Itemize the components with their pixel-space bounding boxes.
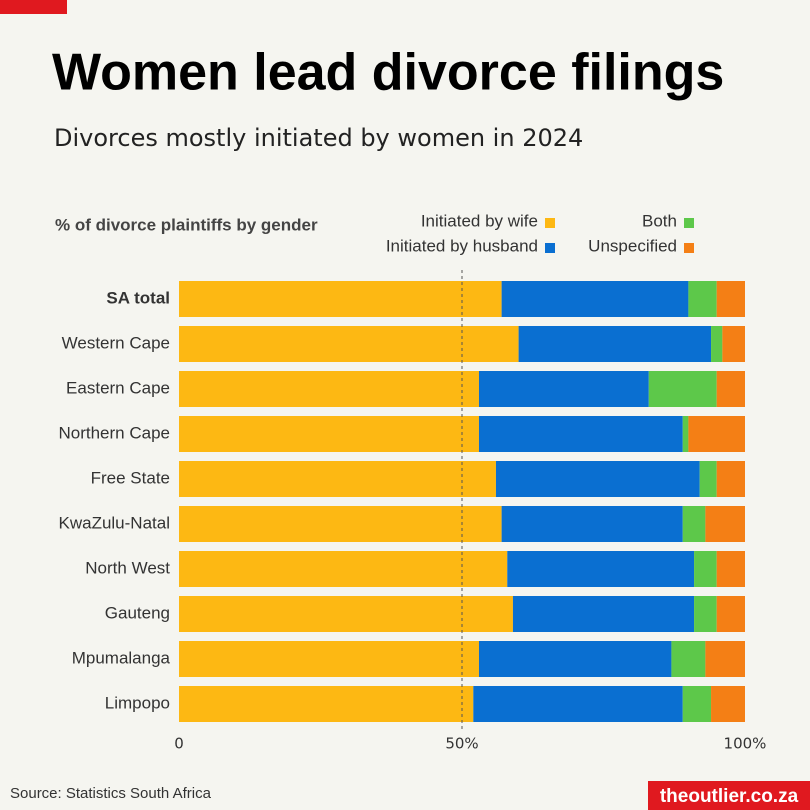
bar-segment [179, 326, 519, 362]
y-tick-label: KwaZulu-Natal [59, 513, 171, 532]
legend-label: Both [642, 211, 677, 230]
bar-segment [716, 596, 745, 632]
brand-box [648, 781, 810, 810]
bar-segment [478, 371, 649, 407]
x-tick-label: 50% [445, 735, 478, 753]
source: Source: Statistics South Africa [10, 785, 212, 802]
legend-label: Initiated by wife [421, 211, 538, 230]
bar-segment [179, 551, 508, 587]
legend-swatch [684, 243, 694, 253]
bar-segment [512, 596, 695, 632]
x-tick-label: 0 [174, 735, 184, 753]
bar-segment [682, 506, 706, 542]
bar-segment [688, 281, 717, 317]
bar-segment [711, 686, 745, 722]
bar-segment [716, 551, 745, 587]
bar-segment [179, 281, 502, 317]
bar-segment [473, 686, 683, 722]
y-tick-label: Northern Cape [58, 423, 170, 442]
y-tick-label: SA total [106, 288, 170, 307]
bar-segment [716, 461, 745, 497]
bar-segment [716, 281, 745, 317]
bar-segment [711, 326, 723, 362]
bar-segment [699, 461, 717, 497]
x-tick-label: 100% [724, 735, 767, 753]
bar-segment [671, 641, 706, 677]
bar-segment [648, 371, 717, 407]
legend-label: Initiated by husband [386, 236, 538, 255]
bar-segment [694, 596, 717, 632]
bar-segment [478, 416, 683, 452]
chart-subtitle: Divorces mostly initiated by women in 20… [54, 124, 583, 152]
bar-segment [179, 416, 479, 452]
y-tick-label: Free State [91, 468, 170, 487]
bar-segment [495, 461, 700, 497]
bar-segment [179, 371, 479, 407]
bar-segment [478, 641, 672, 677]
bar-segment [705, 641, 745, 677]
y-tick-label: Gauteng [105, 603, 170, 622]
bar-segment [179, 641, 479, 677]
bar-segment [179, 506, 502, 542]
bar-segment [179, 596, 513, 632]
bar-segment [179, 461, 496, 497]
bar-segment [694, 551, 717, 587]
accent-bar [0, 0, 67, 14]
y-tick-label: Western Cape [62, 333, 170, 352]
y-tick-label: North West [85, 558, 170, 577]
y-tick-label: Limpopo [105, 693, 170, 712]
legend-swatch [545, 243, 555, 253]
axis-label: % of divorce plaintiffs by gender [55, 215, 318, 234]
bar-segment [501, 506, 683, 542]
bar-segment [507, 551, 695, 587]
bar-segment [722, 326, 745, 362]
bar-segment [716, 371, 745, 407]
bar-segment [518, 326, 712, 362]
legend-label: Unspecified [588, 236, 677, 255]
bar-segment [682, 416, 689, 452]
bar-segment [682, 686, 712, 722]
bar-segment [688, 416, 745, 452]
bar-segment [705, 506, 745, 542]
bar-segment [501, 281, 689, 317]
y-tick-label: Eastern Cape [66, 378, 170, 397]
chart-title: Women lead divorce filings [52, 44, 724, 102]
brand: theoutlier.co.za [660, 786, 799, 807]
legend-swatch [545, 218, 555, 228]
legend-swatch [684, 218, 694, 228]
bar-segment [179, 686, 474, 722]
y-tick-label: Mpumalanga [72, 648, 171, 667]
